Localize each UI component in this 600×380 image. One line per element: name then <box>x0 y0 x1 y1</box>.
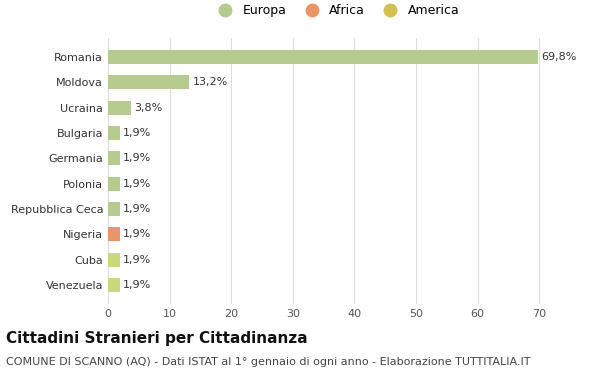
Bar <box>108 151 120 165</box>
Bar <box>108 177 120 191</box>
Text: 69,8%: 69,8% <box>541 52 577 62</box>
Text: COMUNE DI SCANNO (AQ) - Dati ISTAT al 1° gennaio di ogni anno - Elaborazione TUT: COMUNE DI SCANNO (AQ) - Dati ISTAT al 1°… <box>6 357 530 367</box>
Bar <box>108 126 120 140</box>
Bar <box>108 75 190 89</box>
Text: 1,9%: 1,9% <box>123 229 151 239</box>
Text: 3,8%: 3,8% <box>134 103 163 113</box>
Legend: Europa, Africa, America: Europa, Africa, America <box>213 4 459 17</box>
Bar <box>108 253 120 267</box>
Text: 13,2%: 13,2% <box>193 78 227 87</box>
Text: 1,9%: 1,9% <box>123 179 151 188</box>
Bar <box>108 202 120 216</box>
Text: 1,9%: 1,9% <box>123 128 151 138</box>
Bar <box>108 278 120 292</box>
Text: 1,9%: 1,9% <box>123 280 151 290</box>
Text: 1,9%: 1,9% <box>123 204 151 214</box>
Text: 1,9%: 1,9% <box>123 255 151 264</box>
Bar <box>108 50 538 64</box>
Text: Cittadini Stranieri per Cittadinanza: Cittadini Stranieri per Cittadinanza <box>6 331 308 345</box>
Text: 1,9%: 1,9% <box>123 154 151 163</box>
Bar <box>108 101 131 115</box>
Bar <box>108 227 120 241</box>
